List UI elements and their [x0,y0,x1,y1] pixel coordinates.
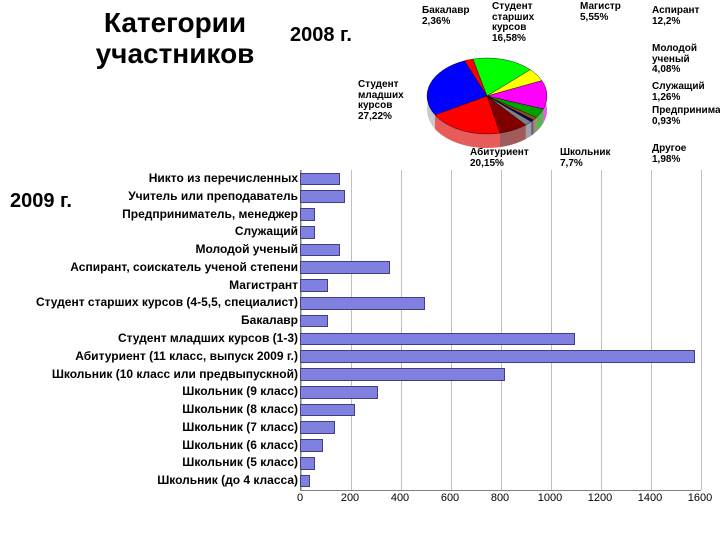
bar-label: Учитель или преподаватель [128,189,298,203]
bar-rect [300,333,575,346]
bar-label: Абитуриент (11 класс, выпуск 2009 г.) [75,349,298,363]
bar-label: Школьник (9 класс) [182,384,298,398]
bar-rect [300,439,323,452]
bar-rect [300,315,328,328]
bar-rect [300,421,335,434]
bar-row: Молодой ученый [0,241,720,259]
bar-rect [300,457,315,470]
bar-row: Абитуриент (11 класс, выпуск 2009 г.) [0,348,720,366]
pie-svg [412,48,562,158]
bar-label: Школьник (5 класс) [182,455,298,469]
bar-rect [300,244,340,257]
bar-rect [300,208,315,221]
xtick-label: 1000 [538,492,562,504]
bar-xaxis: 02004006008001000120014001600 [300,492,700,512]
bar-rect [300,173,340,186]
bar-row: Школьник (6 класс) [0,437,720,455]
pie-label: Магистр5,55% [580,2,621,23]
bar-rect [300,386,378,399]
bar-rect [300,261,390,274]
bar-row: Никто из перечисленных [0,170,720,188]
bar-label: Школьник (8 класс) [182,402,298,416]
bar-label: Студент младших курсов (1-3) [118,331,298,345]
bar-label: Никто из перечисленных [149,171,298,185]
page-title: Категории участников [70,8,280,70]
xtick-label: 400 [391,492,409,504]
bar-label: Школьник (до 4 класса) [157,473,298,487]
bar-row: Магистрант [0,277,720,295]
pie-chart: Студент младших курсов27,22%Бакалавр2,36… [370,4,720,174]
pie-label: Молодой ученый4,08% [652,44,720,76]
bar-row: Школьник (9 класс) [0,383,720,401]
xtick-label: 200 [341,492,359,504]
bar-label: Школьник (6 класс) [182,438,298,452]
bar-label: Аспирант, соискатель ученой степени [70,260,298,274]
bar-row: Предприниматель, менеджер [0,206,720,224]
bar-row: Школьник (10 класс или предвыпускной) [0,366,720,384]
bar-row: Учитель или преподаватель [0,188,720,206]
pie-label: Предприниматель0,93% [652,106,720,127]
bar-row: Школьник (до 4 класса) [0,472,720,490]
bar-rect [300,226,315,239]
bar-rect [300,475,310,488]
bar-chart: Никто из перечисленных Учитель или препод… [0,170,720,540]
bar-label: Молодой ученый [195,242,298,256]
bar-label: Студент старших курсов (4-5,5, специалис… [36,295,298,309]
bar-label: Магистрант [229,278,298,292]
bar-label: Бакалавр [241,313,298,327]
bar-label: Школьник (7 класс) [182,420,298,434]
xtick-label: 600 [441,492,459,504]
pie-label: Студент старших курсов16,58% [492,2,562,44]
bar-rect [300,190,345,203]
pie-label: Школьник7,7% [560,148,610,169]
bar-label: Предприниматель, менеджер [122,207,298,221]
bar-rect [300,279,328,292]
bar-row: Бакалавр [0,312,720,330]
bar-label: Школьник (10 класс или предвыпускной) [52,367,298,381]
bar-rect [300,368,505,381]
bar-row: Служащий [0,223,720,241]
pie-label: Бакалавр2,36% [422,6,470,27]
page-root: Категории участников 2008 г. 2009 г. Сту… [0,0,720,540]
pie-label: Студент младших курсов27,22% [358,80,428,122]
pie-label: Аспирант12,2% [652,6,699,27]
bar-row: Студент младших курсов (1-3) [0,330,720,348]
bar-rect [300,404,355,417]
bar-row: Аспирант, соискатель ученой степени [0,259,720,277]
xtick-label: 1400 [638,492,662,504]
xtick-label: 1600 [688,492,712,504]
bar-rect [300,350,695,363]
bar-row: Школьник (5 класс) [0,454,720,472]
bar-row: Школьник (7 класс) [0,419,720,437]
bar-row: Студент старших курсов (4-5,5, специалис… [0,294,720,312]
pie-label: Другое1,98% [652,144,686,165]
year-2008-label: 2008 г. [290,24,352,47]
xtick-label: 1200 [588,492,612,504]
bar-row: Школьник (8 класс) [0,401,720,419]
bar-rect [300,297,425,310]
pie-label: Служащий1,26% [652,82,705,103]
xtick-label: 0 [297,492,303,504]
xtick-label: 800 [491,492,509,504]
bar-label: Служащий [235,224,298,238]
pie-label: Абитуриент20,15% [470,148,529,169]
